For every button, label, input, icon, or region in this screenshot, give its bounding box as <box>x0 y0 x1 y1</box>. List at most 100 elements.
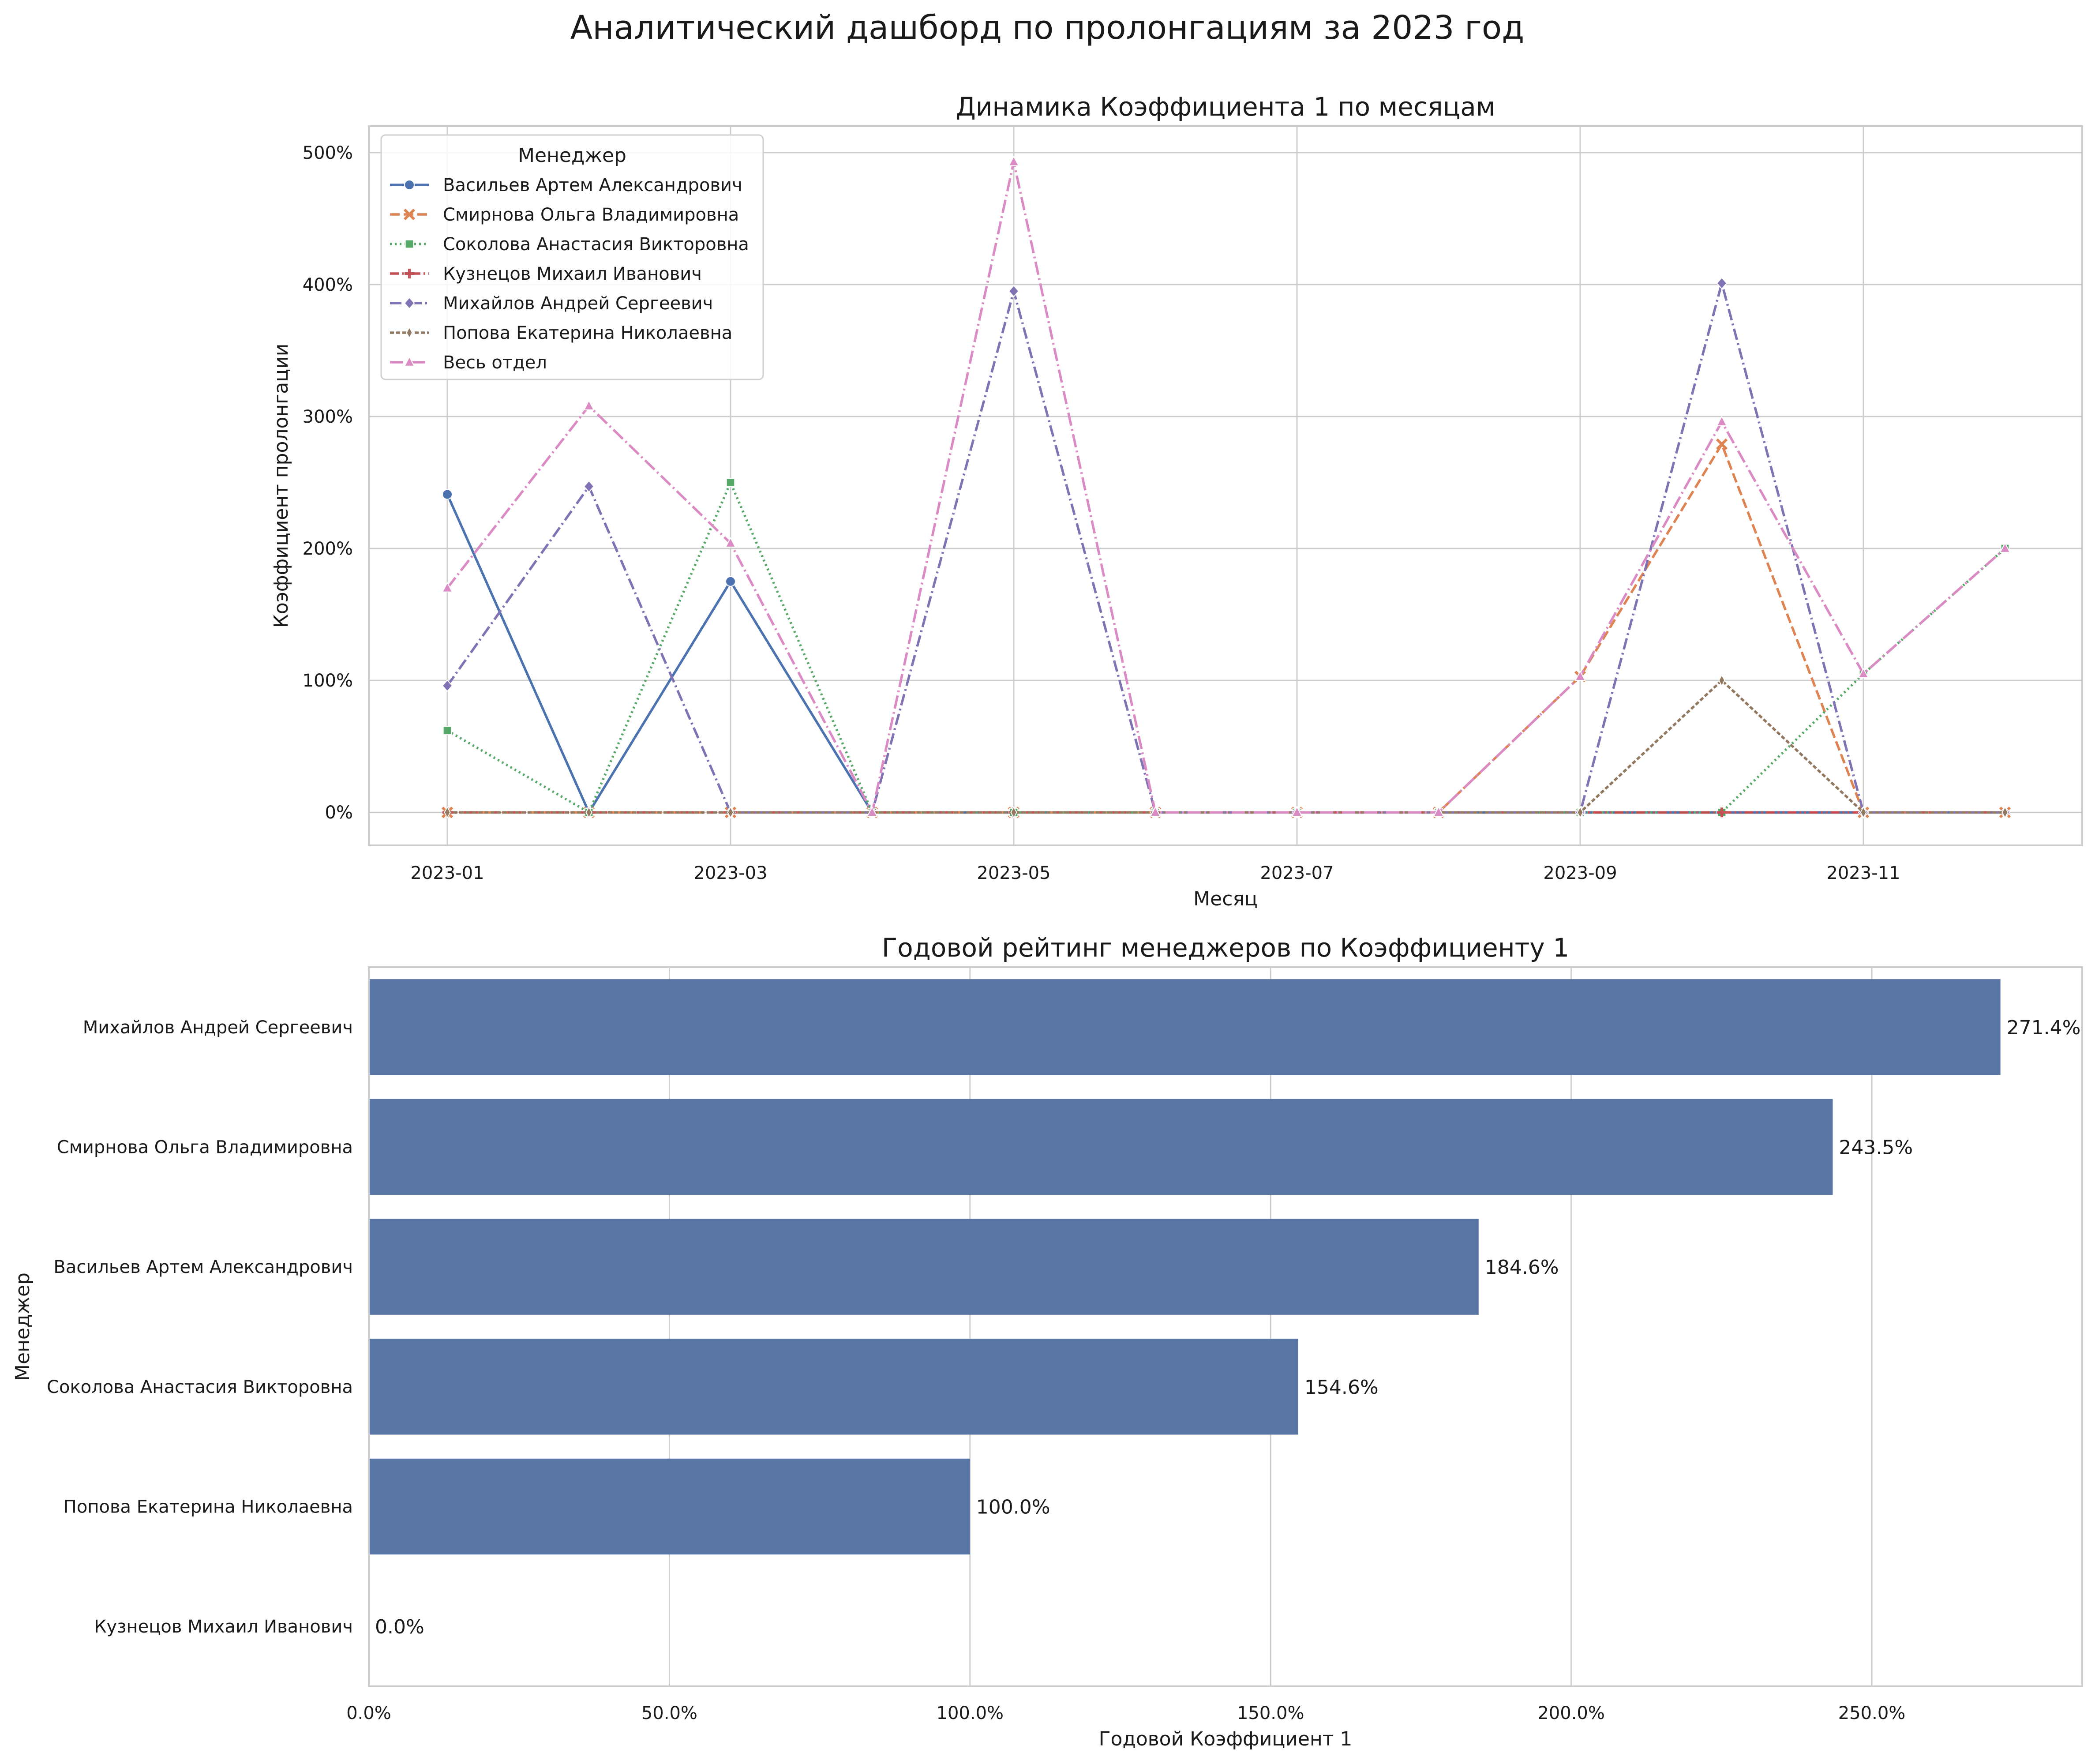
line-chart-legend: Менеджер Васильев Артем Александрович Сми… <box>380 134 764 380</box>
data-point <box>1008 285 1019 298</box>
x-tick-label: 2023-03 <box>693 863 767 883</box>
data-point <box>1858 667 1869 678</box>
data-point <box>1433 806 1444 817</box>
y-tick-label: 0% <box>325 803 353 823</box>
data-point <box>1716 277 1728 290</box>
data-point <box>1291 806 1303 817</box>
data-point <box>442 679 453 692</box>
legend-label: Попова Екатерина Николаевна <box>443 323 732 343</box>
x-tick-label: 2023-01 <box>410 863 484 883</box>
data-point <box>2001 806 2009 819</box>
series-path <box>446 481 2006 814</box>
series-path <box>447 679 2005 814</box>
data-point <box>442 582 453 593</box>
bar-chart-category-labels: Михайлов Андрей Сергеевич Смирнова Ольга … <box>47 1017 353 1637</box>
legend-marker <box>405 239 414 249</box>
y-tick-label: 400% <box>303 275 353 295</box>
data-point <box>1999 542 2011 553</box>
legend-item: Соколова Анастасия Викторовна <box>390 234 749 255</box>
bar-value-label: 100.0% <box>976 1496 1050 1519</box>
line-chart-y-ticks: 0% 100% 200% 300% 400% 500% <box>303 143 353 823</box>
bar-chart-bars <box>369 979 2001 1555</box>
x-tick-label: 50.0% <box>641 1703 697 1723</box>
y-tick-label: 500% <box>303 143 353 163</box>
data-point <box>583 399 595 410</box>
y-tick-label: 300% <box>303 407 353 427</box>
data-point <box>725 576 736 587</box>
legend-marker <box>405 269 414 278</box>
x-tick-label: 2023-09 <box>1543 863 1617 883</box>
legend-label: Кузнецов Михаил Иванович <box>443 264 702 284</box>
bar-value-label: 154.6% <box>1304 1376 1379 1399</box>
legend-marker <box>406 326 413 339</box>
data-point <box>866 806 878 817</box>
x-tick-label: 2023-11 <box>1826 863 1900 883</box>
legend-label: Весь отдел <box>443 353 547 373</box>
bar <box>369 1339 1298 1435</box>
bar-chart-y-axis-label: Менеджер <box>11 1272 34 1381</box>
bar <box>369 1099 1833 1195</box>
data-point <box>444 806 451 819</box>
data-point <box>727 806 734 819</box>
bar <box>369 1458 970 1555</box>
category-label: Васильев Артем Александрович <box>53 1257 353 1277</box>
legend-marker <box>404 180 415 190</box>
category-label: Михайлов Андрей Сергеевич <box>83 1017 353 1038</box>
x-tick-label: 0.0% <box>346 1703 391 1723</box>
legend-title: Менеджер <box>518 144 626 167</box>
line-chart-series <box>441 155 2011 819</box>
bar-value-label: 243.5% <box>1839 1137 1913 1159</box>
category-label: Соколова Анастасия Викторовна <box>47 1377 353 1397</box>
x-tick-label: 2023-05 <box>977 863 1050 883</box>
data-point <box>1574 670 1586 681</box>
series-line <box>442 155 2011 817</box>
bar-plot-frame <box>368 966 2083 1687</box>
data-point <box>1008 155 1019 166</box>
legend-item: Весь отдел <box>390 353 547 373</box>
legend-item: Смирнова Ольга Владимировна <box>390 205 739 225</box>
category-label: Кузнецов Михаил Иванович <box>94 1617 353 1637</box>
bar <box>369 1219 1479 1315</box>
bar-chart-x-ticks: 0.0% 50.0% 100.0% 150.0% 200.0% 250.0% <box>346 1703 1905 1723</box>
y-tick-label: 200% <box>303 539 353 559</box>
category-label: Смирнова Ольга Владимировна <box>57 1137 353 1158</box>
y-tick-label: 100% <box>303 671 353 691</box>
legend-items: Васильев Артем Александрович Смирнова Оль… <box>390 175 749 373</box>
line-chart-x-axis-label: Месяц <box>1193 888 1258 910</box>
x-tick-label: 250.0% <box>1838 1703 1906 1723</box>
data-point <box>1577 806 1584 819</box>
legend-marker <box>403 208 416 221</box>
bar-value-label: 271.4% <box>2007 1017 2081 1039</box>
data-point <box>726 478 735 487</box>
line-chart: Динамика Коэффициента 1 по месяцам 0% 100… <box>270 92 2083 910</box>
bar-chart-x-axis-label: Годовой Коэффициент 1 <box>1099 1728 1353 1750</box>
legend-item: Михайлов Андрей Сергеевич <box>390 293 713 314</box>
data-point <box>1150 806 1161 817</box>
data-point <box>1716 438 1728 450</box>
data-point <box>585 806 592 819</box>
bar-chart-value-labels: 271.4% 243.5% 184.6% 154.6% 100.0% 0.0% <box>375 1017 2080 1638</box>
data-point <box>442 726 452 736</box>
legend-item: Попова Екатерина Николаевна <box>390 323 732 343</box>
x-tick-label: 200.0% <box>1537 1703 1605 1723</box>
legend-item: Кузнецов Михаил Иванович <box>390 264 702 284</box>
category-label: Попова Екатерина Николаевна <box>64 1497 353 1517</box>
x-tick-label: 150.0% <box>1237 1703 1304 1723</box>
bar-chart: Годовой рейтинг менеджеров по Коэффициен… <box>11 933 2083 1750</box>
line-chart-title: Динамика Коэффициента 1 по месяцам <box>956 92 1495 122</box>
legend-label: Михайлов Андрей Сергеевич <box>443 293 713 314</box>
bar <box>369 979 2001 1075</box>
legend-label: Васильев Артем Александрович <box>443 175 742 195</box>
data-point <box>1717 807 1727 818</box>
legend-marker <box>404 356 415 367</box>
line-chart-x-ticks: 2023-01 2023-03 2023-05 2023-07 2023-09 2023-… <box>410 863 1900 883</box>
line-chart-y-axis-label: Коэффициент пролонгации <box>270 344 292 628</box>
data-point <box>583 480 595 493</box>
bar-value-label: 184.6% <box>1485 1256 1559 1279</box>
legend-label: Смирнова Ольга Владимировна <box>443 205 739 225</box>
legend-box <box>380 134 764 380</box>
series-path <box>447 443 2005 814</box>
x-tick-label: 100.0% <box>937 1703 1004 1723</box>
